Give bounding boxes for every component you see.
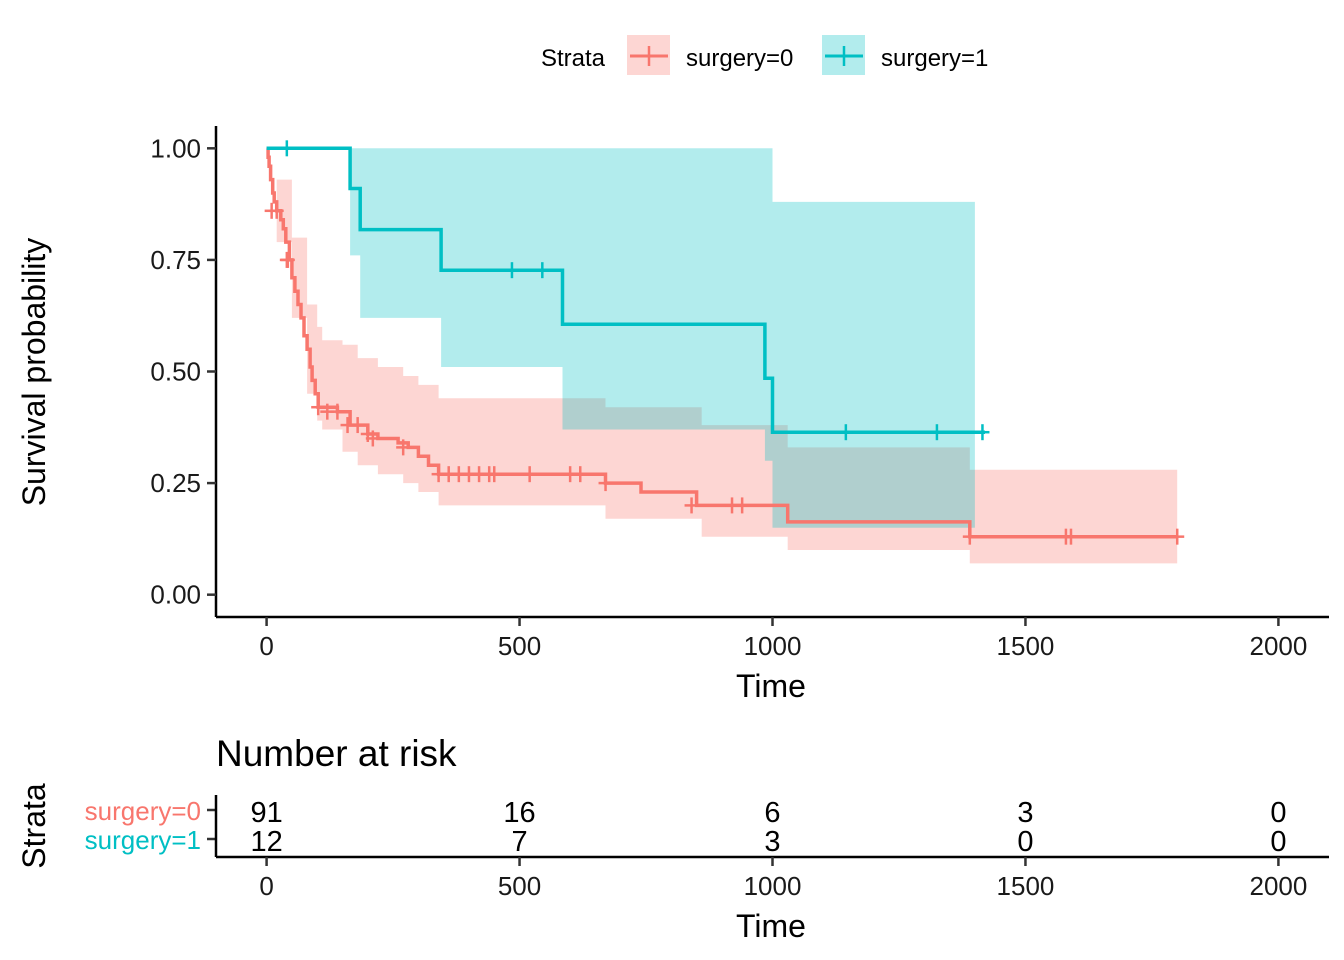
y-tick-label: 0.50 (150, 357, 201, 387)
censor-mark-surgery-0 (487, 466, 502, 483)
risk-x-tick-label: 1500 (997, 871, 1055, 901)
risk-x-axis-title: Time (736, 908, 806, 944)
risk-count: 6 (764, 797, 780, 829)
censor-marks (264, 140, 1185, 545)
censor-mark-surgery-0 (962, 528, 977, 545)
risk-count: 12 (250, 826, 282, 858)
censor-mark-surgery-0 (522, 466, 537, 483)
risk-count: 0 (1017, 826, 1033, 858)
legend-title: Strata (541, 45, 606, 72)
risk-count: 7 (511, 826, 527, 858)
survival-plot: 0.00 0.25 0.50 0.75 1.00 0 500 1000 1500 2000 Ti… (16, 126, 1329, 704)
censor-mark-surgery-1 (838, 424, 853, 441)
y-tick-label: 0.75 (150, 245, 201, 275)
ci-band-surgery-0 (266, 148, 1178, 564)
censor-mark-surgery-0 (280, 251, 295, 268)
confidence-bands (266, 148, 1178, 564)
censor-mark-surgery-1 (929, 424, 944, 441)
y-axis-ticks: 0.00 0.25 0.50 0.75 1.00 (150, 133, 216, 610)
risk-count: 0 (1270, 797, 1286, 829)
censor-mark-surgery-1 (975, 424, 990, 441)
survival-curve-surgery-1 (266, 146, 985, 434)
risk-count: 91 (250, 797, 282, 829)
legend-key-surgery-0 (627, 35, 670, 75)
risk-count: 0 (1270, 826, 1286, 858)
censor-mark-surgery-0 (396, 439, 411, 456)
x-tick-label: 2000 (1249, 631, 1307, 661)
censor-mark-surgery-1 (535, 262, 550, 279)
y-tick-label: 1.00 (150, 133, 201, 163)
risk-x-tick-label: 0 (259, 871, 273, 901)
censor-mark-surgery-0 (350, 417, 365, 434)
risk-x-tick-label: 1000 (744, 871, 802, 901)
y-axis-title: Survival probability (16, 238, 52, 507)
censor-mark-surgery-0 (365, 430, 380, 447)
censor-mark-surgery-0 (1063, 528, 1078, 545)
legend-label-surgery-0: surgery=0 (686, 45, 793, 72)
y-tick-label: 0.25 (150, 468, 201, 498)
censor-mark-surgery-0 (573, 466, 588, 483)
risk-x-tick-label: 2000 (1249, 871, 1307, 901)
risk-row-label: surgery=0 (85, 796, 201, 826)
x-tick-label: 1000 (744, 631, 802, 661)
risk-y-axis-title: Strata (16, 783, 52, 869)
risk-row-label: surgery=1 (85, 825, 201, 855)
censor-mark-surgery-0 (269, 202, 284, 219)
x-axis-title: Time (736, 668, 806, 704)
x-tick-label: 500 (498, 631, 541, 661)
risk-table: Number at risk surgery=0 91 16 6 3 0surgery=1… (16, 733, 1329, 944)
risk-count: 3 (1017, 797, 1033, 829)
censor-mark-surgery-1 (279, 140, 294, 157)
censor-mark-surgery-0 (684, 497, 699, 514)
y-tick-label: 0.00 (150, 580, 201, 610)
risk-x-tick-label: 500 (498, 871, 541, 901)
risk-table-title: Number at risk (216, 733, 457, 774)
risk-count: 3 (764, 826, 780, 858)
censor-mark-surgery-0 (311, 399, 326, 416)
legend: Strata surgery=0 surgery=1 (541, 35, 988, 75)
legend-key-surgery-1 (822, 35, 865, 75)
censor-mark-surgery-0 (598, 475, 613, 492)
x-tick-label: 0 (259, 631, 273, 661)
risk-x-axis-ticks: 0 500 1000 1500 2000 (259, 857, 1307, 901)
censor-mark-surgery-0 (1170, 528, 1185, 545)
x-tick-label: 1500 (997, 631, 1055, 661)
censor-mark-surgery-1 (504, 262, 519, 279)
x-axis-ticks: 0 500 1000 1500 2000 (259, 617, 1307, 661)
risk-count: 16 (503, 797, 535, 829)
censor-mark-surgery-0 (735, 497, 750, 514)
censor-mark-surgery-0 (330, 403, 345, 420)
legend-label-surgery-1: surgery=1 (881, 45, 988, 72)
